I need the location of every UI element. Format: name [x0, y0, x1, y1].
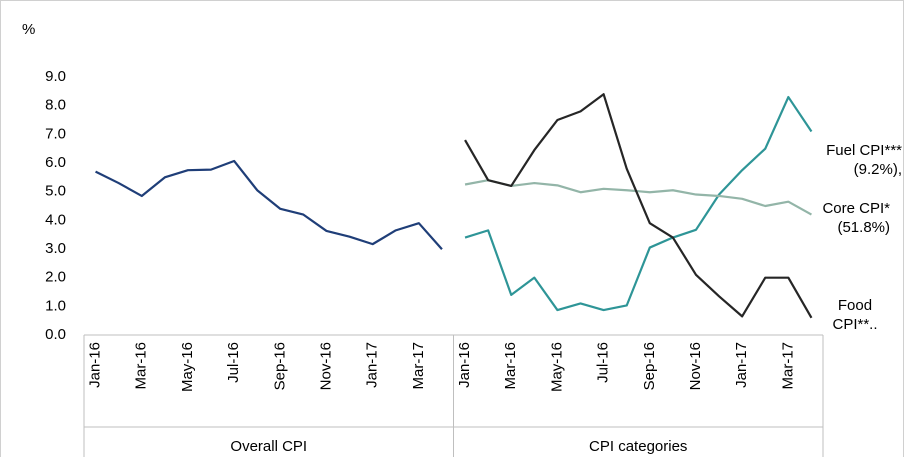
x-tick-label: Mar-16	[133, 342, 150, 390]
x-tick-label: Sep-16	[271, 342, 288, 390]
y-tick-label: 1.0	[45, 297, 66, 314]
y-tick-label: 2.0	[45, 269, 66, 286]
x-tick-label: May-16	[548, 342, 565, 392]
x-tick-label: Mar-17	[410, 342, 427, 390]
x-tick-label: Mar-17	[779, 342, 796, 390]
y-tick-label: 8.0	[45, 97, 66, 114]
group-label: Overall CPI	[230, 438, 307, 455]
y-tick-label: 7.0	[45, 125, 66, 142]
y-tick-label: 5.0	[45, 183, 66, 200]
x-tick-label: Jan-16	[87, 342, 104, 388]
y-axis-label: %	[22, 21, 35, 38]
x-tick-label: Nov-16	[687, 342, 704, 390]
x-tick-label: Jan-16	[456, 342, 473, 388]
x-tick-label: Jan-17	[364, 342, 381, 388]
x-tick-label: Jul-16	[595, 342, 612, 383]
x-tick-label: Sep-16	[641, 342, 658, 390]
x-tick-label: Nov-16	[317, 342, 334, 390]
y-tick-label: 9.0	[45, 68, 66, 85]
y-tick-label: 3.0	[45, 240, 66, 257]
series-line	[464, 179, 812, 216]
x-tick-label: Jul-16	[225, 342, 242, 383]
series-line	[464, 93, 813, 319]
x-tick-label: Mar-16	[502, 342, 519, 390]
x-tick-label: May-16	[179, 342, 196, 392]
series-label: Food CPI**..	[832, 297, 878, 333]
series-line	[464, 95, 813, 312]
x-tick-label: Jan-17	[733, 342, 750, 388]
y-tick-label: 6.0	[45, 154, 66, 171]
series-line	[95, 159, 443, 251]
y-tick-label: 0.0	[45, 326, 66, 343]
series-label: Fuel CPI*** (9.2%),	[826, 142, 902, 178]
series-label: Core CPI* (51.8%)	[822, 200, 890, 236]
y-tick-label: 4.0	[45, 211, 66, 228]
group-label: CPI categories	[589, 438, 687, 455]
